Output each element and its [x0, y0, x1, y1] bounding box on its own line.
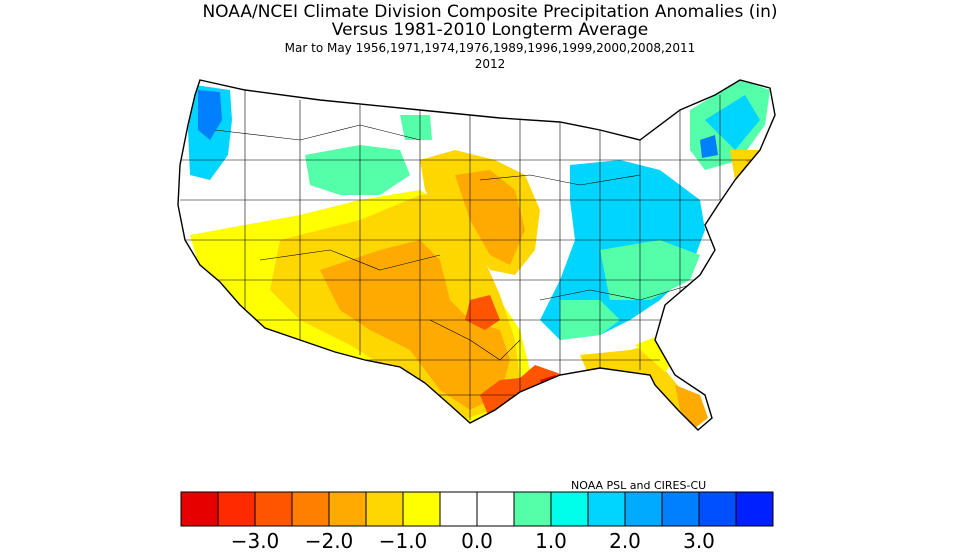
colorbar-box: [587, 491, 626, 527]
credit-label: NOAA PSL and CIRES-CU: [571, 479, 707, 492]
colorbar-box: [476, 491, 515, 527]
colorbar-tick-label: 3.0: [683, 529, 715, 553]
colorbar-box: [698, 491, 737, 527]
map-title: NOAA/NCEI Climate Division Composite Pre…: [202, 2, 778, 22]
region-wet-light-nd: [400, 115, 432, 140]
colorbar-box: [550, 491, 589, 527]
colorbar-box: [402, 491, 441, 527]
region-wet-light-carolinas: [600, 240, 700, 300]
colorbar-box: [661, 491, 700, 527]
colorbar-box: [254, 491, 293, 527]
colorbar-box: [439, 491, 478, 527]
region-dry-moderate-tx: [320, 240, 510, 410]
colorbar-tick-label: 1.0: [535, 529, 567, 553]
colorbar-box: [291, 491, 330, 527]
region-dry-light-ca: [195, 240, 265, 330]
us-outline: [177, 79, 776, 431]
region-wet-maine: [705, 95, 760, 150]
composite-years-label: Mar to May 1956,1971,1974,1976,1989,1996…: [284, 41, 696, 55]
year-label: 2012: [474, 57, 506, 71]
colorbar-box: [328, 491, 367, 527]
colorbar-boxes: [180, 491, 774, 527]
division-boundaries: [180, 90, 760, 420]
colorbar-tick-label: −1.0: [378, 529, 428, 553]
map-subtitle: Versus 1981-2010 Longterm Average: [331, 20, 649, 40]
colorbar-box: [217, 491, 256, 527]
colorbar-tick-label: 0.0: [461, 529, 493, 553]
colorbar-box: [365, 491, 404, 527]
colorbar-box: [624, 491, 663, 527]
colorbar-box: [735, 491, 774, 527]
region-dry-moderate-ks: [455, 170, 525, 265]
region-dry-strong-ok: [465, 295, 500, 330]
colorbar-box: [180, 491, 219, 527]
region-wet-strong-vt: [700, 135, 718, 158]
colorbar-tick-label: −2.0: [304, 529, 354, 553]
region-wet-strong-wa: [198, 90, 222, 140]
precipitation-anomaly-map: [177, 79, 776, 431]
colorbar-tick-label: −3.0: [230, 529, 280, 553]
anomaly-field: [178, 80, 775, 430]
colorbar-box: [513, 491, 552, 527]
colorbar-tick-label: 2.0: [609, 529, 641, 553]
region-wet-light-north: [305, 145, 410, 195]
region-dry-moderate-fl: [675, 385, 708, 428]
